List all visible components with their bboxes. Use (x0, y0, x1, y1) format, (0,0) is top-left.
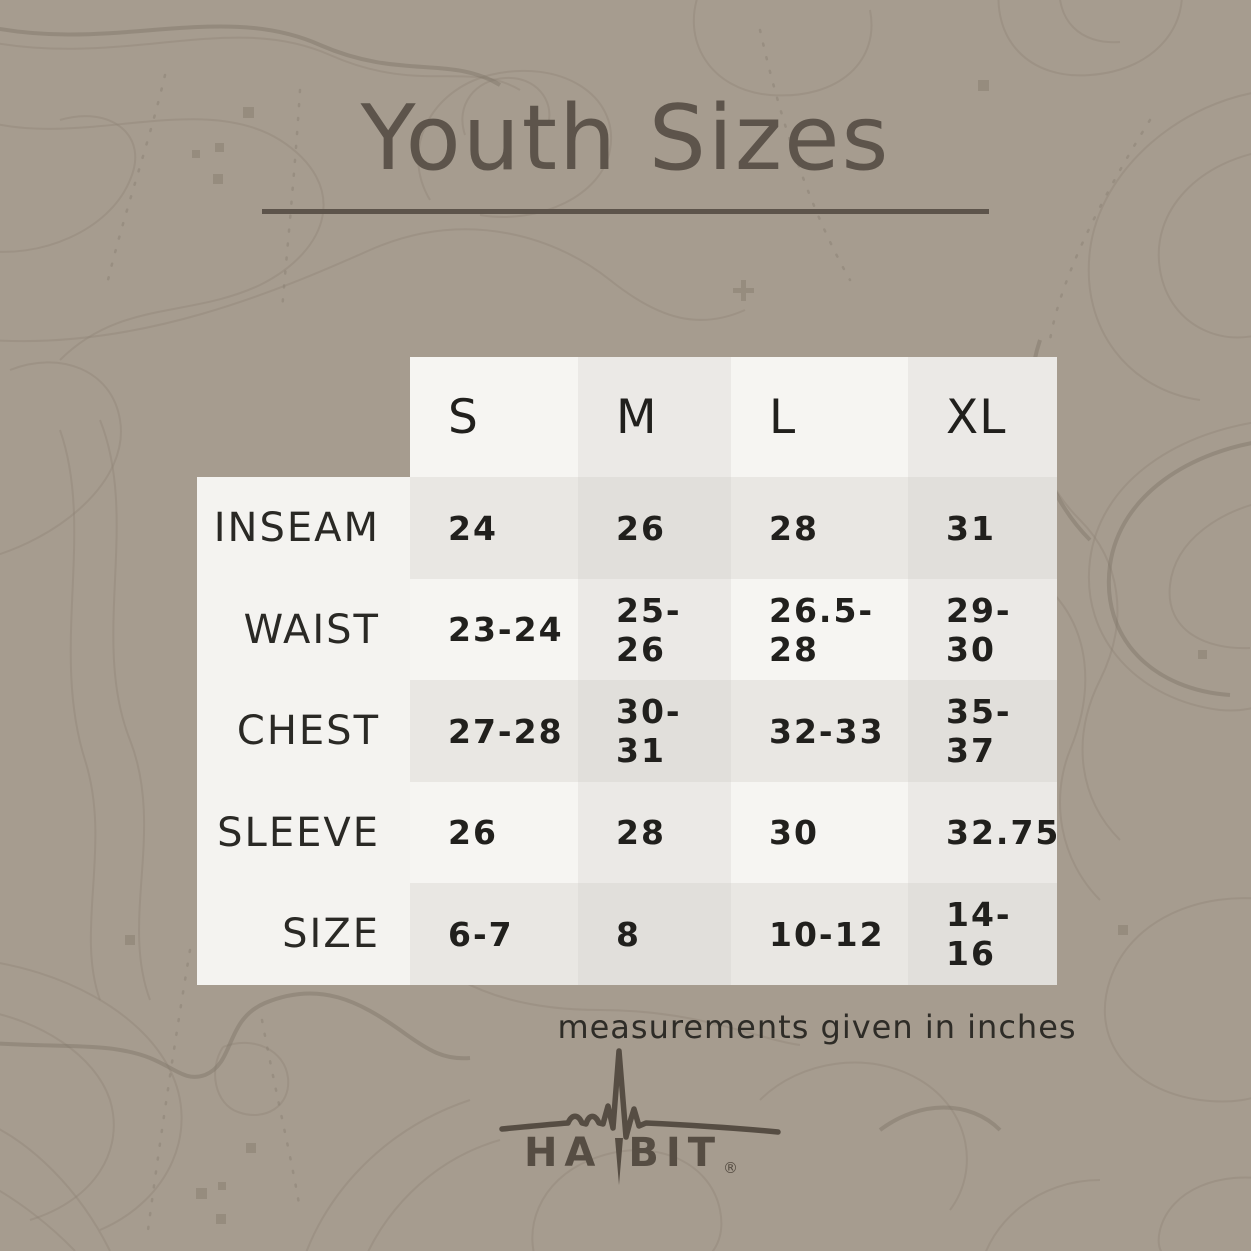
cell-waist-xl: 29-30 (908, 579, 1057, 680)
row-label-sleeve: SLEEVE (197, 782, 410, 883)
cell-size-l: 10-12 (731, 883, 908, 985)
logo-text-right: BIT (628, 1130, 723, 1176)
row-label-inseam: INSEAM (197, 477, 410, 579)
cell-inseam-l: 28 (731, 477, 908, 579)
cell-inseam-m: 26 (578, 477, 731, 579)
cell-sleeve-s: 26 (410, 782, 578, 883)
cell-size-xl: 14-16 (908, 883, 1057, 985)
cell-waist-l: 26.5-28 (731, 579, 908, 680)
page-title: Youth Sizes (360, 86, 891, 191)
column-header-m: M (578, 357, 731, 477)
units-note: measurements given in inches (557, 1008, 1077, 1046)
cell-waist-s: 23-24 (410, 579, 578, 680)
cell-waist-m: 25-26 (578, 579, 731, 680)
logo-text-left: HA (523, 1130, 603, 1176)
cell-chest-xl: 35-37 (908, 680, 1057, 782)
cell-inseam-xl: 31 (908, 477, 1057, 579)
cell-chest-l: 32-33 (731, 680, 908, 782)
heartbeat-pulse-icon (499, 1048, 781, 1185)
column-header-l: L (731, 357, 908, 477)
table-corner-spacer (197, 357, 410, 477)
row-label-waist: WAIST (197, 579, 410, 680)
habit-logo: HA BIT ® (488, 1038, 792, 1188)
cell-size-m: 8 (578, 883, 731, 985)
cell-inseam-s: 24 (410, 477, 578, 579)
cell-size-s: 6-7 (410, 883, 578, 985)
row-label-size: SIZE (197, 883, 410, 985)
registered-trademark-icon: ® (723, 1159, 739, 1177)
cell-chest-s: 27-28 (410, 680, 578, 782)
row-label-chest: CHEST (197, 680, 410, 782)
youth-size-table: S M L XL INSEAM 24 26 28 31 WAIST 23-24 … (197, 357, 1058, 985)
title-underline (262, 209, 989, 214)
cell-sleeve-xl: 32.75 (908, 782, 1058, 883)
logo-wordmark: HA BIT ® (488, 1130, 792, 1177)
cell-chest-m: 30-31 (578, 680, 731, 782)
cell-sleeve-l: 30 (731, 782, 908, 883)
column-header-xl: XL (908, 357, 1057, 477)
column-header-s: S (410, 357, 578, 477)
cell-sleeve-m: 28 (578, 782, 731, 883)
